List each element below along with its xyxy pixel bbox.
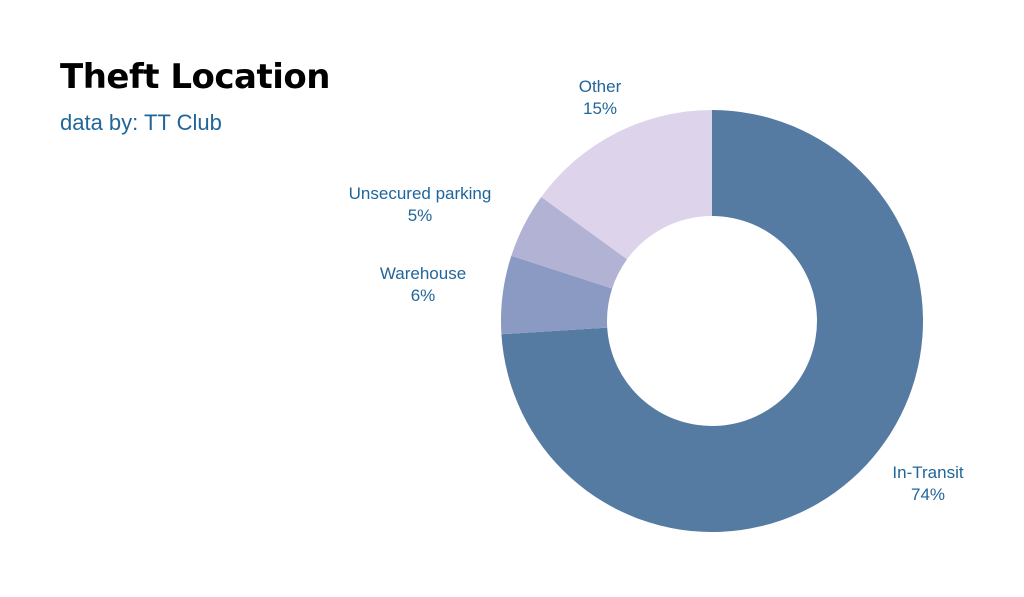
chart-title: Theft Location	[60, 57, 330, 97]
chart-subtitle: data by: TT Club	[60, 110, 222, 135]
slice-label-name: Warehouse	[380, 264, 466, 283]
slice-label-value: 6%	[411, 286, 436, 305]
slice-warehouse	[501, 255, 613, 335]
slice-label-value: 15%	[583, 99, 617, 118]
donut-slices	[501, 110, 923, 532]
slice-label-name: Other	[579, 77, 622, 96]
slice-in-transit	[501, 110, 923, 532]
slice-label-name: In-Transit	[892, 463, 963, 482]
donut-labels: In-Transit 74% Warehouse 6% Unsecured parkin…	[349, 77, 964, 504]
slice-label-value: 5%	[408, 206, 433, 225]
slice-label-value: 74%	[911, 485, 945, 504]
slice-label-name: Unsecured parking	[349, 184, 492, 203]
slice-unsecured-parking	[511, 196, 628, 289]
slice-other	[541, 110, 712, 260]
